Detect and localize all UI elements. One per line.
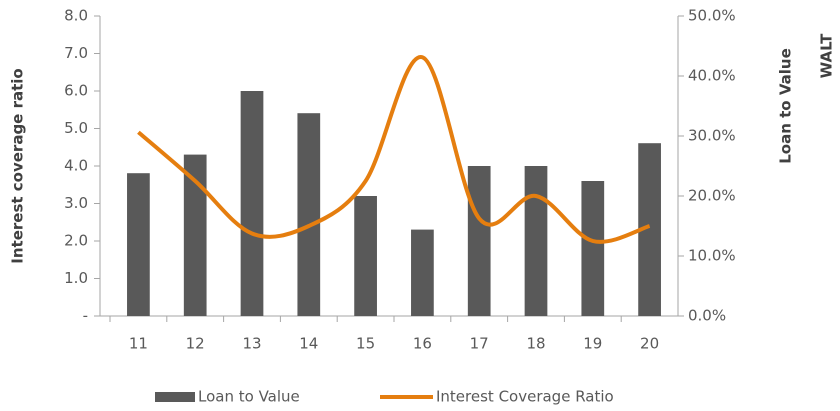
x-tick-label: 13 bbox=[242, 335, 261, 353]
y-tick-label: 6.0 bbox=[64, 82, 88, 100]
y2-tick-label: 30.0% bbox=[688, 127, 736, 145]
y-tick-label: 5.0 bbox=[64, 119, 88, 137]
legend-swatch bbox=[155, 392, 195, 402]
x-tick-label: 15 bbox=[356, 335, 375, 353]
x-tick-label: 14 bbox=[299, 335, 318, 353]
bar bbox=[354, 196, 377, 316]
y-tick-label: 3.0 bbox=[64, 194, 88, 212]
bar bbox=[524, 166, 548, 316]
bar bbox=[467, 166, 491, 316]
y2-tick-label: 50.0% bbox=[688, 7, 736, 25]
x-tick-label: 19 bbox=[583, 335, 602, 353]
x-tick-label: 17 bbox=[470, 335, 489, 353]
x-tick-label: 20 bbox=[640, 335, 659, 353]
y2-tick-label: 20.0% bbox=[688, 187, 736, 205]
bar bbox=[411, 229, 434, 316]
bar bbox=[127, 173, 150, 316]
y-tick-label: - bbox=[83, 307, 88, 325]
y-tick-label: 8.0 bbox=[64, 7, 88, 25]
annotation: WALT bbox=[818, 33, 836, 79]
x-tick-label: 16 bbox=[413, 335, 432, 353]
y-tick-label: 4.0 bbox=[64, 157, 88, 175]
legend-label: Interest Coverage Ratio bbox=[436, 388, 614, 406]
line bbox=[137, 55, 651, 244]
y-tick-label: 1.0 bbox=[64, 269, 88, 287]
legend-label: Loan to Value bbox=[198, 388, 300, 406]
y-tick-label: 2.0 bbox=[64, 232, 88, 250]
y-axis-label: Interest coverage ratio bbox=[9, 68, 27, 263]
y2-tick-label: 10.0% bbox=[688, 247, 736, 265]
x-tick-label: 11 bbox=[129, 335, 148, 353]
y2-tick-label: 0.0% bbox=[688, 307, 726, 325]
x-tick-label: 12 bbox=[186, 335, 205, 353]
bar bbox=[297, 113, 321, 316]
bar bbox=[581, 181, 605, 316]
y-tick-label: 7.0 bbox=[64, 44, 88, 62]
bar bbox=[638, 143, 661, 316]
x-tick-label: 18 bbox=[526, 335, 545, 353]
y2-axis-label: Loan to Value bbox=[777, 48, 795, 164]
y2-tick-label: 40.0% bbox=[688, 67, 736, 85]
bar bbox=[240, 91, 264, 316]
bar bbox=[183, 154, 207, 316]
